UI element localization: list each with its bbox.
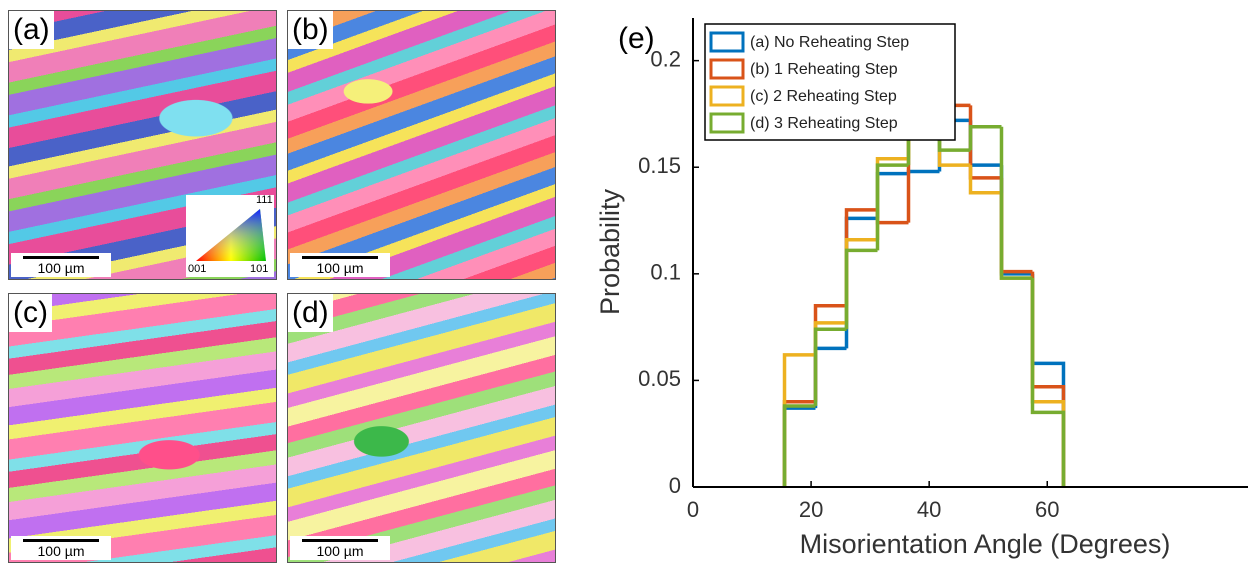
y-tick-label: 0.1 bbox=[650, 260, 681, 285]
chart: (e) Misorientation Angle (Degrees) Proba… bbox=[0, 0, 1250, 563]
legend-label: (b) 1 Reheating Step bbox=[750, 61, 898, 78]
histogram-bin bbox=[816, 348, 847, 408]
histogram-bin bbox=[785, 402, 816, 487]
histogram-bin bbox=[878, 174, 909, 219]
histogram-bin bbox=[878, 210, 909, 223]
histogram-bin bbox=[878, 159, 909, 240]
histogram-bin bbox=[847, 210, 878, 306]
page: (a) 100 µm 111 001 101 (b) 100 µm (c) 10… bbox=[0, 0, 1250, 563]
x-tick-label: 20 bbox=[799, 497, 823, 522]
histogram-bin bbox=[1001, 193, 1032, 278]
histogram-bin bbox=[816, 306, 847, 402]
x-axis-label: Misorientation Angle (Degrees) bbox=[800, 529, 1171, 559]
y-tick-label: 0.05 bbox=[638, 366, 681, 391]
histogram-bin bbox=[1001, 165, 1032, 274]
histogram-bin bbox=[909, 171, 940, 173]
y-tick-label: 0.2 bbox=[650, 46, 681, 71]
histogram-bin bbox=[971, 105, 1002, 177]
histogram-bin bbox=[971, 127, 1002, 150]
histogram-bin bbox=[1032, 278, 1063, 487]
histogram-bin bbox=[785, 408, 816, 487]
x-tick-label: 0 bbox=[687, 497, 699, 522]
y-tick-label: 0.15 bbox=[638, 153, 681, 178]
histogram-bin bbox=[847, 218, 878, 348]
legend-label: (d) 3 Reheating Step bbox=[750, 115, 898, 132]
histogram-bin bbox=[785, 355, 816, 487]
histogram-bin bbox=[785, 406, 816, 487]
histogram-bin bbox=[909, 131, 940, 223]
y-tick-label: 0 bbox=[669, 473, 681, 498]
histogram-bin bbox=[847, 240, 878, 323]
histogram-bin bbox=[816, 329, 847, 406]
panel-label: (e) bbox=[618, 22, 655, 55]
y-axis-label: Probability bbox=[595, 188, 625, 315]
legend-label: (c) 2 Reheating Step bbox=[750, 88, 897, 105]
legend-label: (a) No Reheating Step bbox=[750, 34, 909, 51]
x-tick-label: 40 bbox=[917, 497, 941, 522]
histogram-bin bbox=[847, 250, 878, 329]
histogram-bin bbox=[1001, 127, 1032, 278]
histogram-bin bbox=[1032, 278, 1063, 487]
x-tick-label: 60 bbox=[1035, 497, 1059, 522]
histogram-bin bbox=[1001, 178, 1032, 272]
histogram-bin bbox=[1032, 274, 1063, 487]
histogram-bin bbox=[1032, 272, 1063, 487]
histogram-bin bbox=[878, 165, 909, 250]
